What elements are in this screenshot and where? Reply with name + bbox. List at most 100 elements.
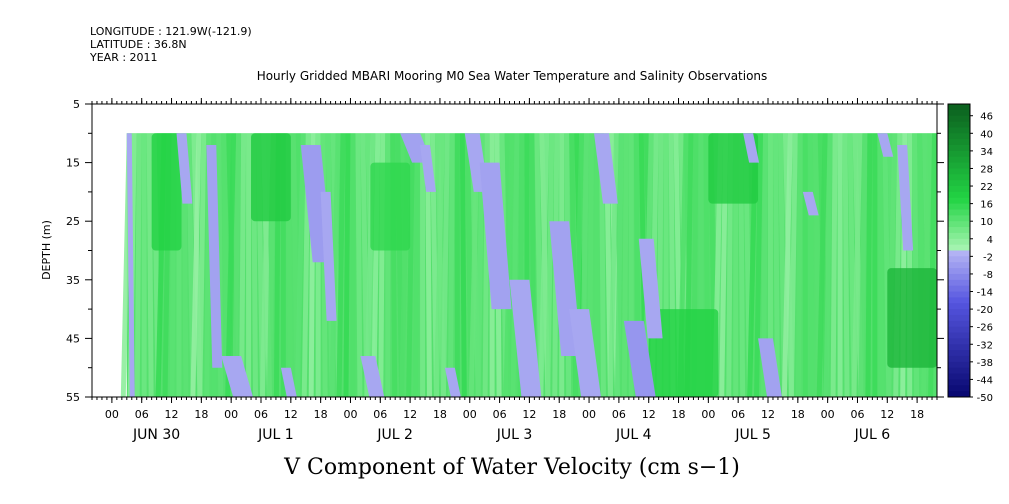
colorbar-swatch [948, 373, 970, 380]
heatmap-stripe [134, 133, 142, 398]
heatmap-stripe [459, 133, 467, 398]
heatmap-negative-region [743, 133, 760, 163]
heatmap-stripe [413, 133, 421, 398]
x-tick-label: 06 [373, 408, 387, 421]
heatmap-stripe [141, 133, 147, 398]
y-tick-label: 5 [73, 98, 80, 111]
chart-title: Hourly Gridded MBARI Mooring M0 Sea Wate… [257, 69, 768, 83]
heatmap-stripe [225, 133, 237, 398]
heatmap-stripe [538, 133, 550, 398]
colorbar-label: -38 [977, 358, 993, 369]
heatmap-stripe [510, 133, 520, 398]
x-tick-label: 06 [850, 408, 864, 421]
heatmap-stripe [475, 133, 485, 398]
colorbar-swatch [948, 121, 970, 128]
heatmap-field [120, 133, 937, 398]
heatmap-negative-region [221, 355, 254, 397]
colorbar-swatch [948, 139, 970, 146]
heatmap-stripe [425, 133, 432, 398]
colorbar-label: 34 [980, 147, 993, 158]
colorbar-label: -32 [977, 340, 993, 351]
colorbar-label: 22 [980, 182, 993, 193]
heatmap-negative-region [320, 191, 337, 321]
heatmap-stripe [350, 133, 356, 398]
colorbar-swatch [948, 297, 970, 304]
colorbar-label: 4 [987, 235, 993, 246]
heatmap-stripe [545, 133, 555, 398]
colorbar-swatch [948, 104, 970, 111]
heatmap-stripe [802, 133, 808, 398]
heatmap-negative-region [758, 338, 782, 397]
plot-frame [91, 103, 938, 398]
heatmap-negative-region [280, 367, 297, 397]
colorbar: 46 40 34 28 22 16 10 4 -2 -8 -14 -20 -26 -32 -38 -44 -50 [947, 103, 993, 404]
x-tick-label: 00 [224, 408, 238, 421]
colorbar-label: 28 [980, 164, 993, 175]
x-tick-label: 18 [433, 408, 447, 421]
heatmap-stripe [761, 133, 768, 398]
colorbar-swatch [948, 191, 970, 199]
heatmap-stripe [343, 133, 351, 398]
heatmap-strong-positive [887, 268, 937, 368]
heatmap-strong-positive [648, 309, 719, 397]
x-tick-label: 12 [284, 408, 298, 421]
x-tick-label: 18 [791, 408, 805, 421]
heatmap-stripe [823, 133, 833, 398]
x-tick-label: 12 [403, 408, 417, 421]
colorbar-swatch [948, 162, 970, 169]
heatmap-negative-region [877, 133, 894, 157]
heatmap-negative-region [206, 145, 223, 368]
heatmap-stripe [865, 133, 873, 398]
colorbar-label: -44 [977, 375, 993, 386]
colorbar-swatch [948, 344, 970, 351]
heatmap-stripe [816, 133, 828, 398]
y-tick-label: 25 [66, 215, 80, 228]
colorbar-swatch [948, 338, 970, 345]
heatmap-stripe [190, 133, 202, 398]
colorbar-label: -20 [977, 305, 993, 316]
day-labels: JUN 30 JUL 1 JUL 2 JUL 3 JUL 4 JUL 5 JUL 6 [132, 427, 890, 443]
colorbar-label: 10 [980, 217, 993, 228]
x-tick-label: 06 [254, 408, 268, 421]
latitude-label: LATITUDE : 36.8N [90, 38, 187, 51]
x-tick-label: 18 [672, 408, 686, 421]
colorbar-swatch [948, 350, 970, 357]
colorbar-swatch [948, 244, 970, 251]
colorbar-swatch [948, 115, 970, 123]
colorbar-swatch [948, 379, 970, 386]
heatmap-negative-region [176, 133, 193, 204]
colorbar-swatch [948, 227, 970, 234]
x-tick-label: 00 [105, 408, 119, 421]
heatmap-stripe [858, 133, 868, 398]
colorbar-swatch [948, 133, 970, 140]
colorbar-label: -2 [983, 252, 993, 263]
colorbar-swatch [948, 268, 970, 275]
colorbar-swatch [948, 209, 970, 216]
heatmap-stripe [406, 133, 416, 398]
colorbar-swatch [948, 367, 970, 375]
colorbar-swatch [948, 197, 970, 205]
heatmap-stripe [447, 133, 455, 398]
colorbar-swatch [948, 250, 970, 257]
heatmap-stripe [851, 133, 863, 398]
colorbar-swatch [948, 145, 970, 152]
x-tick-label: 00 [701, 408, 715, 421]
heatmap-stripe [872, 133, 878, 398]
heatmap-stripe [336, 133, 346, 398]
heatmap-negative-region [897, 145, 914, 251]
longitude-label: LONGITUDE : 121.9W(-121.9) [90, 25, 252, 38]
colorbar-swatch [948, 320, 970, 328]
heatmap-negative-region [638, 238, 663, 339]
x-tick-label: 06 [493, 408, 507, 421]
heatmap-stripe [420, 133, 426, 398]
colorbar-swatch [948, 391, 970, 398]
heatmap-stripe [781, 133, 793, 398]
heatmap-stripe [830, 133, 838, 398]
heatmap-stripe [754, 133, 764, 398]
colorbar-swatch [948, 355, 970, 363]
colorbar-swatch [948, 238, 970, 246]
colorbar-swatch [948, 221, 970, 228]
heatmap-stripe [503, 133, 515, 398]
x-tick-label: 18 [910, 408, 924, 421]
